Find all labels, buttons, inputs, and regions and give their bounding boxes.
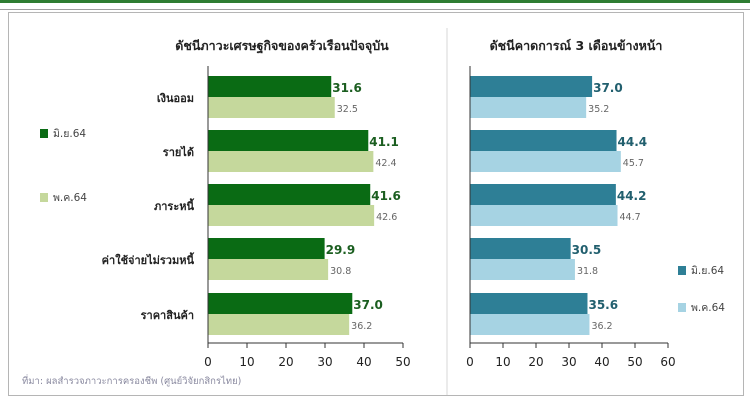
left-bar-มิ.ย.64-2 xyxy=(208,184,371,205)
right-bar-มิ.ย.64-4 xyxy=(470,293,588,314)
left-value-label: 37.0 xyxy=(353,298,383,312)
left-value-label: 42.4 xyxy=(375,158,396,169)
right-value-label: 44.7 xyxy=(620,212,641,223)
left-category-label: เงินออม xyxy=(157,92,194,105)
legend-label-left-1: พ.ค.64 xyxy=(53,192,87,204)
source-note: ที่มา: ผลสำรวจภาวะการครองชีพ (ศูนย์วิจัย… xyxy=(22,374,241,387)
right-bar-พ.ค.64-4 xyxy=(470,314,590,335)
header-divider xyxy=(0,9,750,10)
legend-swatch-right-0 xyxy=(678,266,686,275)
left-bar-มิ.ย.64-0 xyxy=(208,76,332,97)
right-x-tick-label: 10 xyxy=(495,355,510,369)
right-value-label: 35.6 xyxy=(588,298,618,312)
left-category-label: รายได้ xyxy=(163,145,194,159)
right-bar-มิ.ย.64-0 xyxy=(470,76,593,97)
left-x-tick-label: 40 xyxy=(356,355,371,369)
left-value-label: 32.5 xyxy=(337,104,358,115)
left-x-tick-label: 0 xyxy=(204,355,212,369)
right-value-label: 44.4 xyxy=(618,135,648,149)
left-value-label: 41.6 xyxy=(371,189,401,203)
legend-label-left-0: มิ.ย.64 xyxy=(53,128,86,140)
right-x-tick-label: 0 xyxy=(466,355,474,369)
left-value-label: 31.6 xyxy=(332,81,362,95)
left-value-label: 29.9 xyxy=(326,243,356,257)
right-x-tick-label: 30 xyxy=(561,355,576,369)
legend-swatch-left-0 xyxy=(40,129,48,138)
right-value-label: 37.0 xyxy=(593,81,623,95)
left-chart xyxy=(207,66,404,348)
left-x-tick-label: 30 xyxy=(317,355,332,369)
right-value-label: 30.5 xyxy=(572,243,602,257)
left-bar-มิ.ย.64-3 xyxy=(208,238,325,259)
left-bar-พ.ค.64-1 xyxy=(208,151,374,172)
right-x-tick-label: 50 xyxy=(627,355,642,369)
left-value-label: 30.8 xyxy=(330,266,351,277)
right-bar-มิ.ย.64-2 xyxy=(470,184,616,205)
left-category-label: ค่าใช้จ่ายไม่รวมหนี้ xyxy=(102,252,195,267)
header-accent-bar xyxy=(0,0,750,3)
left-value-label: 41.1 xyxy=(369,135,399,149)
left-bar-มิ.ย.64-1 xyxy=(208,130,369,151)
right-value-label: 31.8 xyxy=(577,266,598,277)
chart-panel xyxy=(8,12,744,396)
left-value-label: 42.6 xyxy=(376,212,397,223)
left-x-tick-label: 50 xyxy=(395,355,410,369)
right-x-tick-label: 40 xyxy=(594,355,609,369)
right-bar-มิ.ย.64-3 xyxy=(470,238,571,259)
right-value-label: 45.7 xyxy=(623,158,644,169)
legend-swatch-left-1 xyxy=(40,193,48,202)
right-x-tick-label: 60 xyxy=(660,355,675,369)
right-chart-title: ดัชนีคาดการณ์ 3 เดือนข้างหน้า xyxy=(490,38,663,53)
right-value-label: 35.2 xyxy=(588,104,609,115)
left-bar-มิ.ย.64-4 xyxy=(208,293,353,314)
right-bar-พ.ค.64-2 xyxy=(470,205,618,226)
left-x-tick-label: 20 xyxy=(278,355,293,369)
left-chart-title: ดัชนีภาวะเศรษฐกิจของครัวเรือนปัจจุบัน xyxy=(175,38,389,54)
right-bar-พ.ค.64-3 xyxy=(470,259,575,280)
right-bar-พ.ค.64-0 xyxy=(470,97,587,118)
right-bar-พ.ค.64-1 xyxy=(470,151,621,172)
left-bar-พ.ค.64-0 xyxy=(208,97,335,118)
legend-label-right-1: พ.ค.64 xyxy=(691,302,725,314)
left-value-label: 36.2 xyxy=(351,321,372,332)
left-category-label: ราคาสินค้า xyxy=(141,309,194,322)
right-value-label: 44.2 xyxy=(617,189,647,203)
right-value-label: 36.2 xyxy=(591,321,612,332)
left-bar-พ.ค.64-2 xyxy=(208,205,375,226)
legend-label-right-0: มิ.ย.64 xyxy=(691,265,724,277)
left-bar-พ.ค.64-3 xyxy=(208,259,329,280)
right-x-tick-label: 20 xyxy=(528,355,543,369)
left-bar-พ.ค.64-4 xyxy=(208,314,350,335)
legend-swatch-right-1 xyxy=(678,303,686,312)
left-x-tick-label: 10 xyxy=(239,355,254,369)
left-category-label: ภาระหนี้ xyxy=(154,198,195,213)
right-chart xyxy=(469,66,669,348)
right-bar-มิ.ย.64-1 xyxy=(470,130,617,151)
